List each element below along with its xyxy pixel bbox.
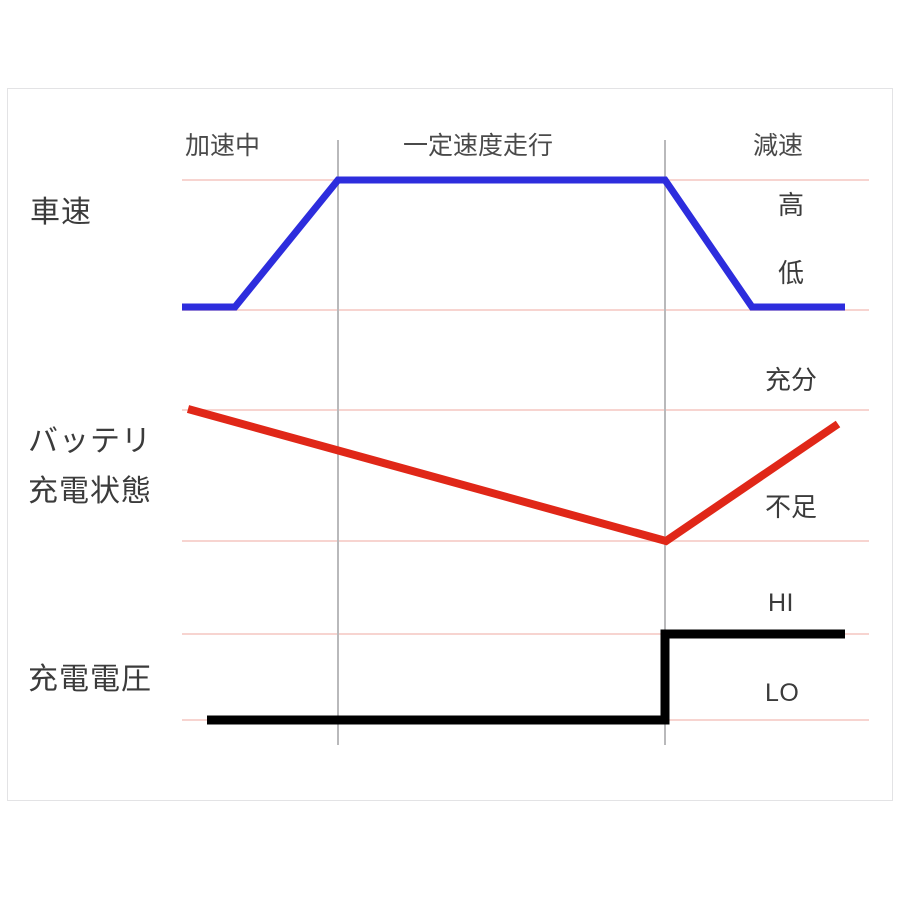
row-label-battery-charge-state-line2: 充電状態 xyxy=(28,475,152,508)
side-label-voltage-lo: LO xyxy=(765,679,800,707)
side-label-charge-insufficient: 不足 xyxy=(765,492,818,522)
row-label-charging-voltage: 充電電圧 xyxy=(28,663,152,696)
side-label-speed-low: 低 xyxy=(778,258,805,288)
side-label-voltage-hi: HI xyxy=(768,589,794,617)
row-label-vehicle-speed: 車速 xyxy=(30,196,92,229)
row-label-battery-charge-state-line1: バッテリ xyxy=(28,425,152,458)
phase-label-decelerating: 減速 xyxy=(753,132,804,160)
side-label-charge-sufficient: 充分 xyxy=(765,365,818,395)
side-label-speed-high: 高 xyxy=(778,190,805,220)
phase-label-accelerating: 加速中 xyxy=(185,132,261,160)
phase-label-constant-speed: 一定速度走行 xyxy=(403,132,554,160)
